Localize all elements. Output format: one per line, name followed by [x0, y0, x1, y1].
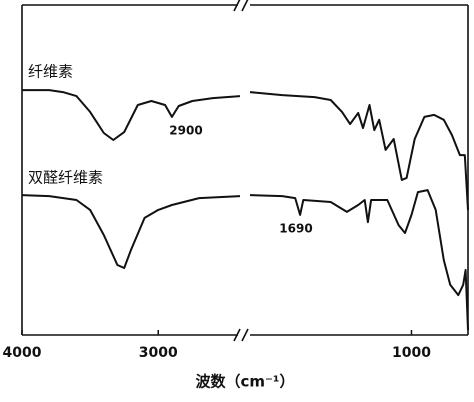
- spectrum-line: [21, 189, 469, 331]
- x-axis-label: 波数（cm⁻¹）: [195, 373, 294, 391]
- series-label: 双醛纤维素: [28, 169, 103, 187]
- break-mark: [233, 328, 241, 342]
- x-tick-label: 1000: [392, 345, 431, 361]
- break-mark: [233, 0, 241, 12]
- x-tick-label: 4000: [3, 345, 42, 361]
- x-tick-label: 3000: [139, 345, 178, 361]
- break-mark: [241, 0, 249, 12]
- axes-frame: [21, 0, 469, 342]
- annotation: 2900: [169, 124, 202, 138]
- annotation: 1690: [279, 222, 312, 236]
- break-mark: [241, 328, 249, 342]
- series-label: 纤维素: [28, 63, 73, 81]
- spectrum-line: [22, 89, 469, 210]
